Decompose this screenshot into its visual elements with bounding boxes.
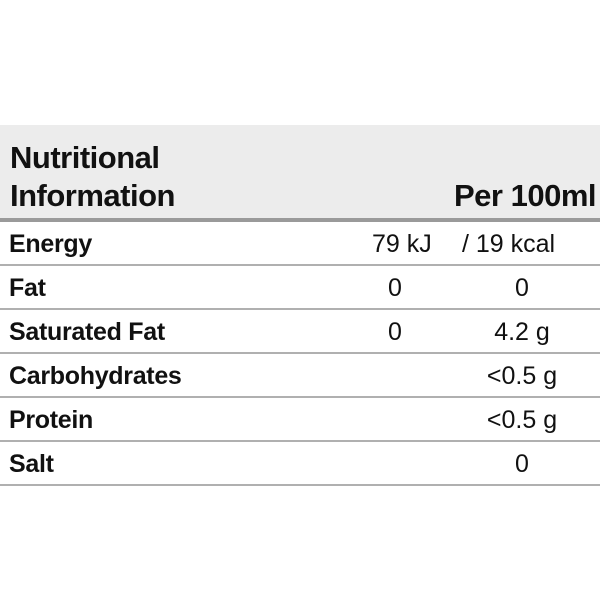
table-row-carbohydrates: Carbohydrates <0.5 g — [0, 354, 600, 398]
header-divider — [0, 218, 600, 222]
table-title: Nutritional Information — [10, 139, 176, 215]
row-label: Saturated Fat — [9, 318, 165, 346]
row-label: Salt — [9, 450, 54, 478]
table-row-salt: Salt 0 — [0, 442, 600, 486]
row-label: Fat — [9, 274, 46, 302]
row-value-2: 4.2 g — [494, 318, 550, 346]
row-label: Protein — [9, 406, 94, 434]
row-label: Energy — [9, 230, 92, 258]
table-row-saturated-fat: Saturated Fat 0 4.2 g — [0, 310, 600, 354]
energy-kj: 79 kJ — [372, 230, 432, 258]
row-value-2: 0 — [515, 274, 529, 302]
row-value-1: 0 — [388, 318, 402, 346]
table-row-fat: Fat 0 0 — [0, 266, 600, 310]
table-row-protein: Protein <0.5 g — [0, 398, 600, 442]
row-value-2: <0.5 g — [486, 406, 558, 434]
title-line-1: Nutritional — [10, 140, 160, 175]
title-line-2: Information — [10, 178, 176, 213]
per-100ml-heading: Per 100ml — [454, 178, 597, 213]
table-header: Nutritional Information Per 100ml — [0, 125, 600, 220]
row-label: Carbohydrates — [9, 362, 182, 390]
table-row-energy: Energy 79 kJ / 19 kcal — [0, 222, 600, 266]
row-value-2: <0.5 g — [486, 362, 558, 390]
energy-kcal: / 19 kcal — [462, 230, 556, 258]
row-value-2: 0 — [515, 450, 529, 478]
row-value-1: 0 — [388, 274, 402, 302]
